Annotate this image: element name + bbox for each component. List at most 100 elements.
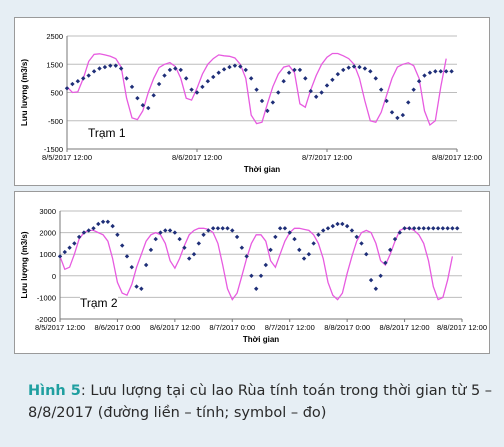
observed-point xyxy=(330,223,335,229)
observed-point xyxy=(389,110,395,115)
observed-point xyxy=(311,241,316,246)
observed-point xyxy=(124,76,129,81)
observed-point xyxy=(100,219,106,224)
observed-point xyxy=(96,221,101,227)
observed-point xyxy=(373,286,379,291)
observed-point xyxy=(455,226,460,231)
observed-point xyxy=(196,241,201,246)
observed-point xyxy=(91,69,97,74)
x-tick-label: 8/8/2017 12:00 xyxy=(380,323,430,332)
observed-point xyxy=(373,76,378,81)
y-tick-label: 3000 xyxy=(39,207,56,216)
observed-point xyxy=(216,70,221,75)
caption-label: Hình 5 xyxy=(28,383,81,399)
observed-point xyxy=(143,262,149,268)
observed-point xyxy=(270,100,276,105)
observed-point xyxy=(378,87,384,92)
observed-point xyxy=(292,67,297,73)
observed-point xyxy=(443,69,449,74)
observed-point xyxy=(407,226,412,231)
observed-point xyxy=(64,86,70,91)
x-tick-label: 8/8/2017 12:00 xyxy=(437,323,487,332)
observed-point xyxy=(75,79,81,84)
station-1-label: Trạm 1 xyxy=(88,126,126,140)
x-tick-label: 8/8/2017 12:00 xyxy=(432,153,482,162)
observed-point xyxy=(438,69,443,74)
observed-point xyxy=(254,286,259,291)
x-tick-label: 8/7/2017 0:00 xyxy=(209,323,255,332)
observed-point xyxy=(427,70,433,75)
observed-point xyxy=(308,88,313,94)
observed-point xyxy=(163,228,168,233)
observed-point xyxy=(167,228,173,233)
observed-point xyxy=(105,219,111,224)
computed-series-line xyxy=(66,52,447,127)
observed-point xyxy=(297,247,302,253)
observed-point xyxy=(397,230,402,235)
chart-panel-station-1: -1500 -500 500 1500 2500 8/5/2017 12:00 8/6/20… xyxy=(14,17,490,186)
x-tick-label: 8/7/2017 12:00 xyxy=(302,153,352,162)
y-tick-label: 2500 xyxy=(46,32,63,41)
observed-point xyxy=(364,252,369,257)
observed-point xyxy=(239,245,245,250)
observed-point xyxy=(191,252,197,257)
y-tick-label: 2000 xyxy=(39,229,56,238)
x-tick-label: 8/8/2017 0:00 xyxy=(324,323,370,332)
observed-point xyxy=(416,79,422,84)
observed-point xyxy=(129,264,134,270)
observed-point xyxy=(259,98,265,104)
observed-point xyxy=(206,228,211,233)
observed-point xyxy=(148,247,154,253)
observed-point xyxy=(227,64,232,70)
observed-point xyxy=(232,63,238,68)
observed-point xyxy=(273,234,278,240)
x-tick-label: 8/5/2017 12:00 xyxy=(42,153,92,162)
observed-point xyxy=(449,69,454,74)
observed-point xyxy=(319,90,324,95)
observed-point xyxy=(86,228,91,233)
observed-point xyxy=(173,66,178,71)
station-2-label: Trạm 2 xyxy=(80,296,118,310)
observed-point xyxy=(225,226,230,231)
observed-point xyxy=(62,249,67,255)
chart-station-2: -2000 -1000 0 1000 2000 3000 8/5/2017 12:00 8/6… xyxy=(20,207,487,344)
y-tick-label: -1500 xyxy=(44,145,63,154)
observed-point xyxy=(210,226,216,231)
observed-point xyxy=(346,65,351,70)
observed-point xyxy=(118,66,124,71)
observed-point xyxy=(301,256,307,261)
observed-point xyxy=(162,73,167,78)
y-axis-title: Lưu lượng (m3/s) xyxy=(20,231,29,298)
observed-point xyxy=(221,67,227,72)
observed-point xyxy=(211,74,216,80)
observed-point xyxy=(248,76,254,81)
observed-point xyxy=(406,100,411,105)
observed-point xyxy=(340,221,345,227)
observed-point xyxy=(178,67,183,73)
observed-point xyxy=(258,273,264,278)
observed-point xyxy=(354,234,359,240)
observed-point xyxy=(368,69,373,74)
observed-point xyxy=(108,63,113,68)
observed-point xyxy=(70,81,75,87)
observed-point xyxy=(286,70,292,75)
observed-point xyxy=(335,71,341,77)
observed-point xyxy=(238,64,243,69)
observed-point xyxy=(110,223,115,229)
observed-point xyxy=(395,115,400,121)
observed-point xyxy=(287,230,292,235)
observed-point xyxy=(416,226,422,231)
computed-series-line xyxy=(59,227,454,301)
observed-point xyxy=(76,234,82,240)
y-tick-label: 1000 xyxy=(39,250,56,259)
x-tick-label: 8/7/2017 12:00 xyxy=(265,323,315,332)
observed-point xyxy=(220,226,225,231)
observed-point xyxy=(113,63,118,68)
observed-point xyxy=(313,94,319,99)
x-tick-label: 8/6/2017 0:00 xyxy=(94,323,140,332)
observed-point xyxy=(402,226,407,231)
observed-point xyxy=(140,103,146,108)
observed-point xyxy=(81,76,86,81)
y-tick-label: 1500 xyxy=(46,60,63,69)
observed-point xyxy=(102,64,108,70)
